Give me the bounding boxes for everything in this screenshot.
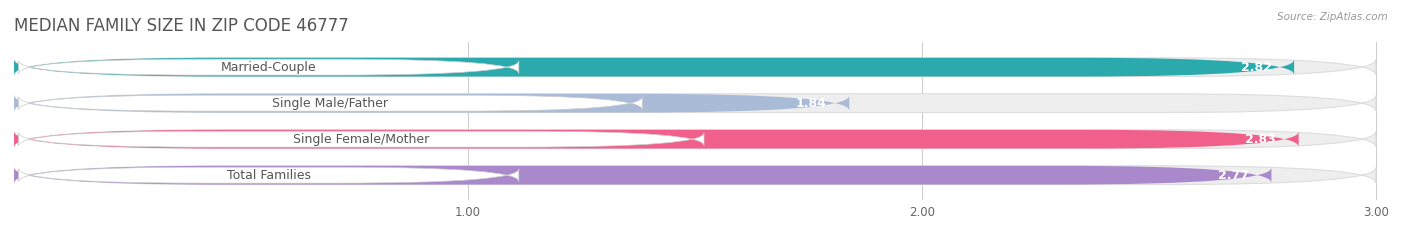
Text: Source: ZipAtlas.com: Source: ZipAtlas.com <box>1277 12 1388 22</box>
Text: Single Female/Mother: Single Female/Mother <box>294 133 429 146</box>
Text: 2.82: 2.82 <box>1240 61 1271 74</box>
FancyBboxPatch shape <box>14 130 1376 148</box>
Text: 2.83: 2.83 <box>1246 133 1277 146</box>
Text: Married-Couple: Married-Couple <box>221 61 316 74</box>
FancyBboxPatch shape <box>14 94 1376 113</box>
FancyBboxPatch shape <box>18 167 519 183</box>
FancyBboxPatch shape <box>14 166 1271 185</box>
FancyBboxPatch shape <box>18 95 643 111</box>
FancyBboxPatch shape <box>14 94 849 113</box>
FancyBboxPatch shape <box>14 58 1294 76</box>
FancyBboxPatch shape <box>18 59 519 75</box>
FancyBboxPatch shape <box>14 58 1376 76</box>
FancyBboxPatch shape <box>14 130 1299 148</box>
Text: 1.84: 1.84 <box>796 97 827 110</box>
FancyBboxPatch shape <box>14 166 1376 185</box>
Text: Total Families: Total Families <box>226 169 311 182</box>
Text: MEDIAN FAMILY SIZE IN ZIP CODE 46777: MEDIAN FAMILY SIZE IN ZIP CODE 46777 <box>14 17 349 35</box>
Text: 2.77: 2.77 <box>1218 169 1249 182</box>
FancyBboxPatch shape <box>18 131 704 147</box>
Text: Single Male/Father: Single Male/Father <box>273 97 388 110</box>
